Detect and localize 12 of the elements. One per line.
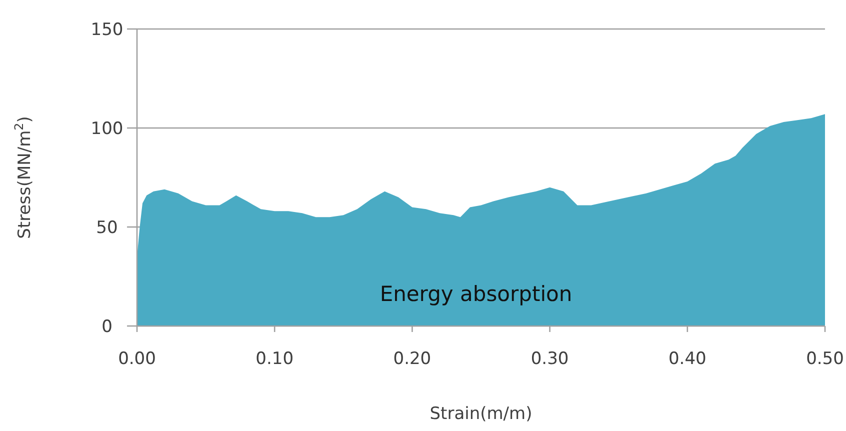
x-tick-label: 0.00 <box>118 349 156 369</box>
x-tick-label: 0.40 <box>668 349 706 369</box>
x-tick-label: 0.30 <box>530 349 569 369</box>
x-tick-label: 0.10 <box>256 349 294 369</box>
annotation: Energy absorption <box>380 282 572 306</box>
x-tick-label: 0.50 <box>806 349 844 369</box>
y-tick-label: 0 <box>102 316 112 337</box>
x-tick-label: 0.20 <box>393 349 432 369</box>
y-tick-label: 150 <box>90 20 124 40</box>
x-axis-title: Strain(m/m) <box>430 404 532 424</box>
y-tick-label: 50 <box>96 218 118 238</box>
y-tick-label: 100 <box>90 118 124 139</box>
